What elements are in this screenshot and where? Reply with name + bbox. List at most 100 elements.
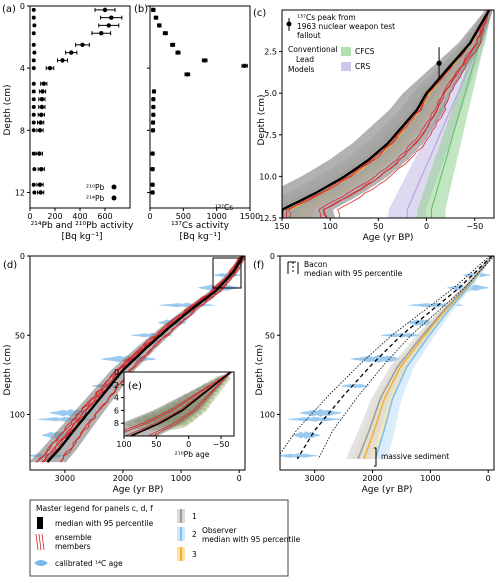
legend-title: Master legend for panels c, d, f [36, 504, 153, 513]
d-plot-xtick-label-3: 0 [237, 474, 242, 483]
c-clipped [282, 10, 493, 218]
c-xtick-label-0: 150 [274, 222, 289, 231]
panel-d-xlabel: Age (yr BP) [113, 485, 164, 495]
panel-f-xlabel: Age (yr BP) [362, 485, 413, 495]
legend-cs-peak-2: 1963 nuclear weapon test [297, 22, 395, 31]
cs137-point [150, 128, 156, 133]
ensemble-member [322, 10, 491, 218]
pb214-point [31, 151, 36, 156]
d-plot-ytick-label-0: 0 [20, 252, 25, 261]
e-ytick-label-0: 0 [114, 368, 119, 377]
annotation-massive-sediment: massive sediment [381, 452, 449, 461]
pb214-point [31, 97, 36, 102]
a-xtick-label-3: 600 [97, 212, 112, 221]
pb214-point [31, 89, 36, 94]
legend-conventional-1: Conventional [288, 45, 337, 54]
panel-d-ylabel: Depth (cm) [3, 344, 13, 395]
calibrated-c14-age [158, 302, 216, 308]
pb210-point [39, 166, 44, 172]
pb210-point [109, 15, 114, 20]
legend-conventional-3: Models [288, 65, 315, 74]
pb210-point [69, 50, 74, 55]
panel-c-xlabel: Age (yr BP) [363, 233, 414, 243]
panel-f: (f) Depth (cm) 3000 2000 1000 0 0 50 100 Bacon… [253, 252, 495, 495]
f-plot-ytick-label-1: 50 [265, 331, 275, 340]
calibrated-c14-age [286, 416, 343, 422]
pb210-point [41, 81, 46, 86]
legend-ensemble-2: members [55, 542, 91, 551]
c-xtick-label-3: 0 [424, 222, 429, 231]
median-line [282, 10, 491, 218]
panel-e: (e) 100 50 0 −50 0 2 4 6 8 ²¹⁰Pb age [114, 368, 235, 459]
panel-f-frame [279, 255, 495, 471]
observer-band-1 [363, 256, 494, 459]
legend-pb214-marker [111, 195, 117, 201]
d-plot-xtick-label-1: 2000 [113, 474, 133, 483]
legend-pb210-marker [111, 184, 117, 190]
e-xtick-label-0: 100 [116, 440, 131, 449]
cs137-point [151, 89, 157, 94]
legend-ensemble-line-2 [38, 533, 42, 551]
d-plot-xtick-label-2: 1000 [171, 474, 191, 483]
panel-b: (b) 0 500 1000 1500 ¹³⁷Cs ¹³⁷Cs activity [B… [134, 4, 260, 242]
pb214-point [31, 182, 36, 187]
pb214-point [31, 15, 36, 20]
panel-b-xlabel-1: ¹³⁷Cs activity [171, 221, 230, 231]
legend-median-swatch [37, 517, 43, 529]
legend-observer-2: median with 95 percentile [202, 535, 301, 544]
b-xtick-label-2: 1000 [206, 212, 226, 221]
pb214-point [31, 42, 36, 47]
c-ytick-label-2: 7.5 [264, 131, 277, 140]
pb210-point [39, 97, 45, 102]
pb214-point [31, 66, 36, 71]
panel-e-frame [123, 371, 235, 437]
legend-calibrated-label: calibrated ¹⁴C age [55, 559, 123, 568]
d-plot-xtick-label-0: 3000 [55, 474, 75, 483]
legend-obs1-line [180, 509, 182, 523]
legend-bacon-2: median with 95 percentile [304, 269, 403, 278]
cs137-point [151, 97, 156, 102]
panel-c-ylabel: Depth (cm) [257, 94, 267, 145]
cs137-point [150, 166, 155, 172]
panel-c: (c) Depth (cm) 150 100 50 0 −50 2.5 5.0 7.5 10.0… [253, 8, 495, 243]
c-ytick-label-3: 10.0 [259, 172, 277, 181]
legend-obs2-label: 2 [192, 530, 197, 539]
panel-f-ylabel: Depth (cm) [255, 344, 265, 395]
legend-cfcs: CFCS [355, 47, 375, 56]
calibrated-c14-age [349, 355, 407, 363]
pb214-point [32, 23, 37, 28]
ensemble-member [152, 372, 232, 436]
median-line [130, 372, 232, 436]
bacon-lower [280, 256, 490, 455]
legend-bacon-1: Bacon [304, 260, 327, 269]
calibrated-c14-age [299, 408, 342, 417]
panel-c-frame [281, 9, 495, 219]
pb214-point [31, 81, 36, 86]
pb210-point [99, 30, 104, 36]
panel-d-frame [29, 255, 246, 471]
massive-sediment-bracket [374, 447, 377, 467]
b-xtick-label-0: 0 [147, 212, 152, 221]
cs137-point [151, 7, 156, 13]
legend-obs3-label: 3 [192, 550, 197, 559]
legend-frame [29, 499, 289, 577]
median-line [46, 256, 245, 463]
legend-cfcs-swatch [341, 47, 351, 56]
a-ytick-label-2: 8 [20, 126, 25, 135]
f-plot-clipped [280, 256, 494, 460]
pb210-point [39, 112, 44, 117]
panel-a-xlabel-1: ²¹⁴Pb and ²¹⁰Pb activity [31, 221, 134, 231]
pb214-point [31, 112, 36, 117]
pb214-point [31, 31, 36, 36]
panel-label-f: (f) [253, 260, 264, 271]
ensemble-member [124, 372, 232, 431]
cs137-point [163, 30, 168, 36]
master-legend: Master legend for panels c, d, f median … [29, 499, 301, 577]
legend-crs-swatch [341, 62, 351, 71]
panel-a: (a) Depth (cm) 0 200 400 600 0 4 8 12 ²¹⁰Pb ²¹⁴… [2, 2, 134, 242]
legend-obs1-label: 1 [192, 512, 197, 521]
e-xtick-label-1: 50 [151, 440, 161, 449]
cs137-point [202, 58, 207, 63]
legend-obs2-line [180, 527, 182, 541]
panel-label-d: (d) [3, 260, 17, 271]
